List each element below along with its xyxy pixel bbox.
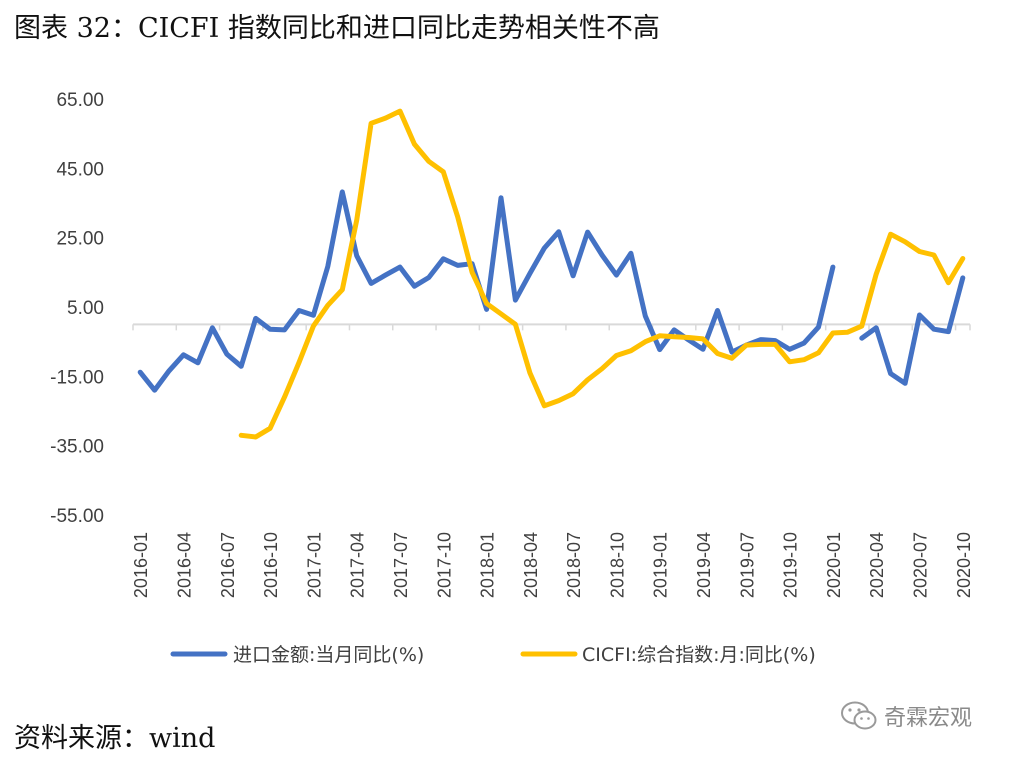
- x-tick-label: 2016-10: [261, 532, 281, 598]
- y-tick-label: 25.00: [56, 229, 104, 250]
- wechat-icon: [841, 701, 877, 730]
- y-axis-tick-labels: 65.00 45.00 25.00 5.00 -15.00 -35.00 -55.00: [50, 90, 104, 527]
- series-line-1: [137, 189, 966, 393]
- legend-label-1: 进口金额:当月同比(%): [233, 644, 424, 666]
- series-line-2: [238, 108, 966, 440]
- x-tick-label: 2016-07: [218, 532, 238, 598]
- x-tick-label: 2020-04: [867, 532, 887, 598]
- x-tick-label: 2019-04: [694, 532, 714, 598]
- x-tick-label: 2019-07: [737, 532, 757, 598]
- series-lines: [137, 108, 966, 440]
- x-tick-label: 2020-07: [910, 532, 930, 598]
- y-tick-label: -15.00: [50, 367, 104, 388]
- x-tick-label: 2020-10: [954, 532, 974, 598]
- figure-title: 图表 32：CICFI 指数同比和进口同比走势相关性不高: [14, 13, 660, 44]
- x-axis: [132, 323, 971, 331]
- legend-label-2: CICFI:综合指数:月:同比(%): [582, 644, 816, 666]
- y-tick-label: 5.00: [67, 298, 104, 319]
- x-tick-label: 2017-04: [348, 532, 368, 598]
- x-tick-label: 2016-01: [131, 532, 151, 598]
- y-tick-label: 45.00: [56, 159, 104, 180]
- watermark-text: 奇霖宏观: [884, 706, 973, 731]
- x-tick-label: 2017-01: [304, 532, 324, 598]
- source-note: 资料来源：wind: [14, 723, 216, 754]
- x-tick-label: 2017-07: [391, 532, 411, 598]
- line-chart: 65.00 45.00 25.00 5.00 -15.00 -35.00 -55.00 20…: [50, 90, 974, 666]
- y-tick-label: -35.00: [50, 437, 104, 458]
- watermark: 奇霖宏观: [840, 700, 972, 732]
- x-tick-label: 2017-10: [434, 532, 454, 598]
- x-tick-label: 2020-01: [824, 532, 844, 598]
- x-axis-tick-labels: 2016-01 2016-04 2016-07 2016-10 2017-01 2017-…: [131, 532, 974, 598]
- y-tick-label: 65.00: [56, 90, 104, 111]
- x-tick-label: 2018-07: [564, 532, 584, 598]
- y-tick-label: -55.00: [50, 506, 104, 527]
- legend: 进口金额:当月同比(%) CICFI:综合指数:月:同比(%): [170, 644, 816, 666]
- x-tick-label: 2019-01: [651, 532, 671, 598]
- x-tick-label: 2018-01: [478, 532, 498, 598]
- x-tick-label: 2018-10: [607, 532, 627, 598]
- x-tick-label: 2019-10: [781, 532, 801, 598]
- x-tick-label: 2018-04: [521, 532, 541, 598]
- x-tick-label: 2016-04: [175, 532, 195, 598]
